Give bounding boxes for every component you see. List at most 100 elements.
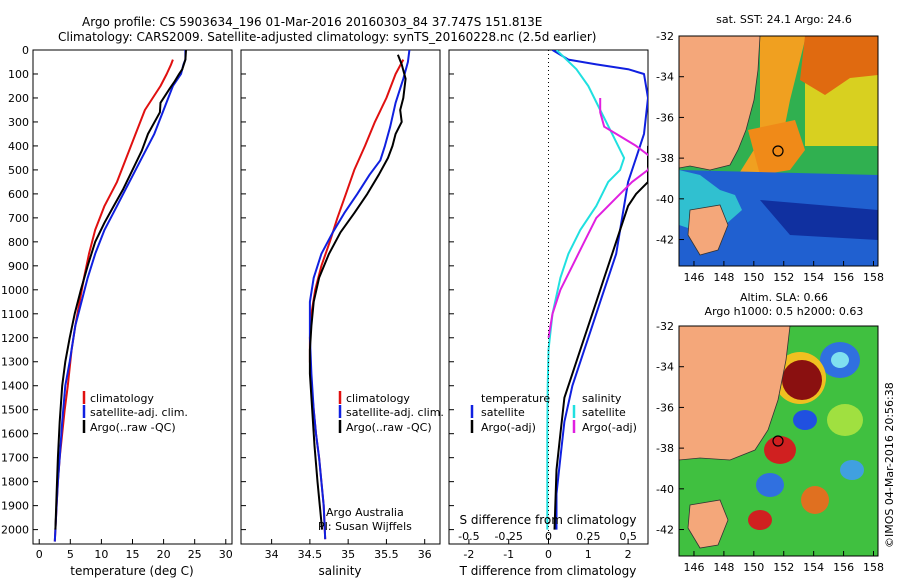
x-tick-label: 30 (219, 548, 233, 561)
lon-tick-label: 156 (833, 271, 854, 284)
sst-warm-current (735, 36, 806, 185)
sst-hot-patch (800, 36, 878, 95)
x-tick-label: 36 (418, 548, 432, 561)
sla-map-title1: Altim. SLA: 0.66 (740, 291, 828, 304)
sla-low-3 (756, 473, 784, 497)
lon-tick-label: 158 (863, 561, 884, 574)
sla-map-title2: Argo h1000: 0.5 h2000: 0.63 (705, 305, 864, 318)
lon-tick-label: 152 (773, 561, 794, 574)
depth-tick-label: 400 (8, 140, 29, 153)
lat-tick-label: -42 (656, 524, 674, 537)
lat-tick-label: -42 (656, 234, 674, 247)
lon-tick-label: 148 (713, 561, 734, 574)
temperature-xlabel: temperature (deg C) (70, 564, 193, 578)
x-tick-label: 1 (585, 548, 592, 561)
difference-legend: temperature satellite Argo(-adj) salinit… (470, 392, 637, 434)
legend-t-argo: Argo(-adj) (481, 421, 536, 434)
x-tick-label: -1 (503, 548, 514, 561)
legend-climatology: climatology (90, 392, 154, 405)
lat-tick-label: -32 (656, 30, 674, 43)
s-tick-label: 0 (545, 530, 552, 543)
s-tick-label: 0.5 (619, 530, 637, 543)
lon-tick-label: 146 (683, 561, 704, 574)
depth-tick-label: 800 (8, 236, 29, 249)
depth-tick-label: 1500 (1, 404, 29, 417)
lat-tick-label: -40 (656, 193, 674, 206)
depth-tick-label: 700 (8, 212, 29, 225)
depth-axis: 0 100 200 300 400 500 600 700 800 900 1000 1100 1200… (1, 44, 454, 537)
depth-tick-label: 1100 (1, 308, 29, 321)
x-tick-label: -2 (463, 548, 474, 561)
sla-argo-marker (772, 435, 784, 447)
credit-pi: PI: Susan Wijffels (318, 520, 412, 533)
depth-tick-label: 300 (8, 116, 29, 129)
x-tick-label: 0 (36, 548, 43, 561)
lon-tick-label: 158 (863, 271, 884, 284)
x-tick-label: 5 (67, 548, 74, 561)
x-tick-label: 35 (341, 548, 355, 561)
lon-tick-label: 150 (743, 271, 764, 284)
sla-low-4 (840, 460, 864, 480)
series-line-s-satellite (546, 50, 626, 530)
s-tick-label: -0.5 (458, 530, 479, 543)
depth-tick-label: 500 (8, 164, 29, 177)
map-axes: 146 148 150 152 154 156 158 -32 -34 -36 -38 -40 -42 1… (656, 30, 884, 574)
title-line1: Argo profile: CS 5903634_196 01-Mar-2016… (82, 15, 542, 29)
depth-tick-label: 1300 (1, 356, 29, 369)
sla-map (679, 326, 878, 556)
t-difference-xlabel: T difference from climatology (459, 564, 637, 578)
salinity-panel (240, 49, 441, 545)
x-tick-label: 25 (188, 548, 202, 561)
sla-low-1-core (831, 352, 849, 368)
lat-tick-label: -38 (656, 152, 674, 165)
legend-climatology: climatology (346, 392, 410, 405)
x-tick-label: 2 (625, 548, 632, 561)
sla-high-4 (748, 510, 772, 530)
lat-tick-label: -32 (656, 320, 674, 333)
lat-tick-label: -40 (656, 483, 674, 496)
depth-tick-label: 1800 (1, 476, 29, 489)
difference-plot (546, 50, 648, 544)
depth-tick-label: 900 (8, 260, 29, 273)
s-difference-xlabel: S difference from climatology (460, 513, 637, 527)
sst-argo-marker (772, 145, 784, 157)
sst-map (679, 36, 878, 266)
series-line-satellite-adj-clim- (53, 50, 187, 542)
legend-s-satellite: satellite (582, 406, 626, 419)
salinity-xlabel: salinity (318, 564, 361, 578)
legend-s-argo: Argo(-adj) (582, 421, 637, 434)
lon-tick-label: 154 (803, 561, 824, 574)
temperature-legend: climatology satellite-adj. clim. Argo(..… (82, 391, 188, 434)
sst-map-title: sat. SST: 24.1 Argo: 24.6 (716, 13, 852, 26)
legend-salinity-heading: salinity (582, 392, 622, 405)
lon-tick-label: 154 (803, 271, 824, 284)
panel-axes: 0 5 10 15 20 25 30 34 34.5 35 35.5 36 -2 -1 0 1 2 -0.5 -0.… (36, 530, 637, 561)
legend-satellite: satellite-adj. clim. (346, 406, 444, 419)
depth-tick-label: 1200 (1, 332, 29, 345)
lat-tick-label: -36 (656, 111, 674, 124)
s-tick-label: -0.25 (494, 530, 522, 543)
s-tick-label: 0.25 (576, 530, 601, 543)
lon-tick-label: 148 (713, 271, 734, 284)
sst-map-frame (678, 35, 879, 267)
series-line-argo-raw-qc- (54, 50, 187, 530)
lon-tick-label: 152 (773, 271, 794, 284)
series-line-t-argo-adj- (553, 145, 648, 530)
lon-tick-label: 146 (683, 271, 704, 284)
lat-tick-label: -34 (656, 71, 674, 84)
depth-tick-label: 1400 (1, 380, 29, 393)
series-line-satellite-adj-clim- (308, 50, 411, 540)
x-tick-label: 35.5 (374, 548, 399, 561)
sla-tasmania (687, 499, 729, 549)
legend-t-satellite: satellite (481, 406, 525, 419)
lat-tick-label: -34 (656, 361, 674, 374)
lon-tick-label: 156 (833, 561, 854, 574)
sla-high-1 (782, 360, 822, 400)
salinity-plot (308, 50, 411, 540)
sla-mainland (679, 326, 791, 461)
depth-tick-label: 100 (8, 68, 29, 81)
depth-tick-label: 1600 (1, 428, 29, 441)
depth-tick-label: 1900 (1, 500, 29, 513)
x-tick-label: 34.5 (298, 548, 323, 561)
